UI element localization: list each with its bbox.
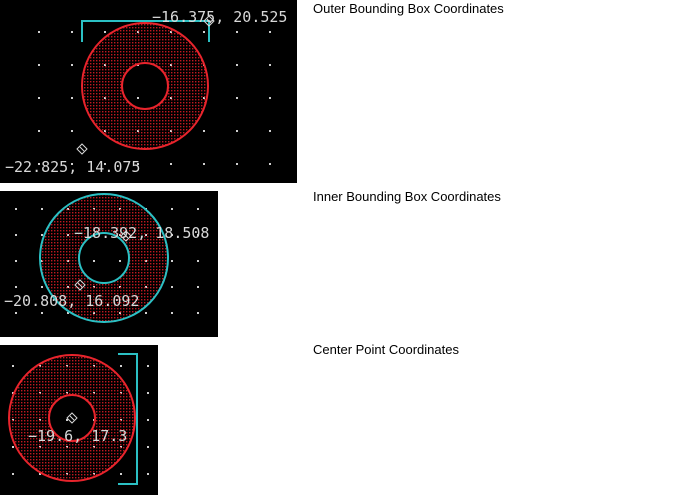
snap-marker-icon bbox=[120, 230, 132, 242]
snap-marker-icon bbox=[74, 279, 86, 291]
ring-fill bbox=[0, 0, 297, 183]
center-marker-icon bbox=[66, 412, 78, 424]
ring-inner-circle bbox=[78, 232, 130, 284]
ring-inner-circle bbox=[48, 394, 96, 442]
outer-bbox-panel: −16.375, 20.525 −22.825, 14.075 bbox=[0, 0, 297, 183]
center-point-canvas: −19.6, 17.3 bbox=[0, 345, 158, 495]
snap-marker-icon bbox=[76, 143, 88, 155]
snap-marker-icon bbox=[203, 15, 215, 27]
inner-bbox-caption: Inner Bounding Box Coordinates bbox=[313, 189, 501, 204]
ring-outer-circle bbox=[81, 22, 209, 150]
lower-left-coordinate-label: −22.825, 14.075 bbox=[5, 158, 140, 176]
inner-bbox-canvas: −18.392, 18.508 −20.808, 16.092 bbox=[0, 191, 218, 337]
upper-right-coordinate-label: −18.392, 18.508 bbox=[74, 224, 209, 242]
ring-outer-circle bbox=[8, 354, 136, 482]
outer-bbox-bracket bbox=[81, 20, 210, 42]
ring-fill bbox=[0, 345, 158, 495]
outer-bbox-canvas: −16.375, 20.525 −22.825, 14.075 bbox=[0, 0, 297, 183]
outer-bbox-caption: Outer Bounding Box Coordinates bbox=[313, 1, 504, 16]
lower-left-coordinate-label: −20.808, 16.092 bbox=[4, 292, 139, 310]
ring-inner-circle bbox=[121, 62, 169, 110]
center-point-panel: −19.6, 17.3 bbox=[0, 345, 158, 495]
center-point-caption: Center Point Coordinates bbox=[313, 342, 459, 357]
inner-bbox-panel: −18.392, 18.508 −20.808, 16.092 bbox=[0, 191, 218, 337]
ring-fill bbox=[0, 191, 218, 337]
upper-right-coordinate-label: −16.375, 20.525 bbox=[152, 8, 287, 26]
ring-outer-circle bbox=[39, 193, 169, 323]
height-bracket bbox=[118, 353, 138, 485]
center-coordinate-label: −19.6, 17.3 bbox=[28, 427, 127, 445]
